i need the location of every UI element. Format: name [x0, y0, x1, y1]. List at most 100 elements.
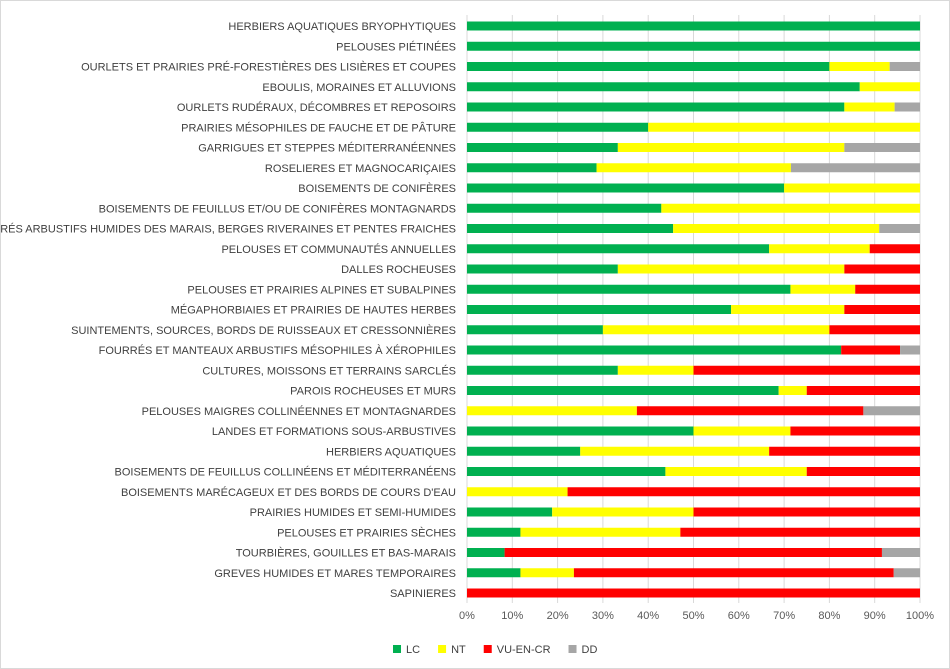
category-label: PELOUSES PIÉTINÉES — [336, 40, 456, 53]
legend-swatch — [438, 645, 447, 653]
x-tick-label: 10% — [501, 610, 523, 622]
bar-segment-nt — [467, 487, 568, 497]
x-tick-label: 80% — [818, 610, 840, 622]
bar-segment-dd — [844, 143, 920, 152]
bar-segment-lc — [467, 507, 553, 517]
category-label: PELOUSES ET PRAIRIES SÈCHES — [277, 526, 456, 539]
x-tick-label: 20% — [547, 610, 569, 622]
category-label: GREVES HUMIDES ET MARES TEMPORAIRES — [214, 568, 456, 580]
category-labels: HERBIERS AQUATIQUES BRYOPHYTIQUES PELOUSE… — [1, 21, 456, 600]
bar-segment-lc — [467, 224, 674, 233]
category-label: TOURBIÈRES, GOUILLES ET BAS-MARAIS — [236, 547, 456, 560]
bar-segment-lc — [467, 446, 581, 456]
bar-segment-dd — [889, 62, 920, 71]
legend-label: DD — [582, 644, 598, 656]
bar-segment-vu-en-cr — [573, 568, 894, 578]
x-tick-label: 30% — [592, 610, 614, 622]
category-label: BOISEMENTS DE FEUILLUS ET/OU DE CONIFÈRE… — [99, 202, 456, 215]
bar-segment-dd — [893, 568, 920, 578]
bar-segment-nt — [790, 284, 856, 294]
bar-segment-lc — [467, 426, 694, 436]
bar-segment-dd — [900, 345, 920, 355]
category-label: FOURRÉS ET MANTEAUX ARBUSTIFS MÉSOPHILES… — [99, 344, 456, 357]
bar-segment-nt — [661, 203, 920, 213]
bar-segment-lc — [467, 527, 521, 537]
bar-segment-vu-en-cr — [567, 487, 920, 497]
bar-segment-lc — [467, 548, 505, 557]
bar-segment-vu-en-cr — [844, 264, 920, 274]
x-tick-label: 50% — [682, 610, 704, 622]
x-tick-label: 70% — [773, 610, 795, 622]
legend-swatch — [568, 645, 577, 653]
bar-segment-nt — [731, 305, 845, 314]
bar-segment-vu-en-cr — [806, 467, 920, 476]
x-tick-label: 0% — [459, 610, 475, 622]
bar-segment-vu-en-cr — [806, 386, 920, 395]
bar-segment-vu-en-cr — [680, 527, 920, 537]
bar-segment-vu-en-cr — [693, 365, 920, 375]
bar-segment-dd — [879, 224, 920, 233]
bar-segment-nt — [693, 426, 791, 436]
bar-segment-nt — [580, 446, 770, 456]
category-label: HERBIERS AQUATIQUES BRYOPHYTIQUES — [228, 21, 456, 33]
bar-segment-lc — [467, 102, 845, 112]
category-label: PELOUSES MAIGRES COLLINÉENNES ET MONTAGN… — [142, 405, 456, 418]
bar-segment-lc — [467, 244, 770, 254]
bar-segment-dd — [863, 406, 920, 416]
bar-segment-lc — [467, 21, 920, 31]
bar-segment-dd — [790, 163, 920, 173]
bar-segment-nt — [617, 365, 694, 375]
bar-segment-lc — [467, 203, 662, 213]
bar-segment-lc — [467, 305, 732, 314]
category-label: PAROIS ROCHEUSES ET MURS — [290, 386, 456, 398]
bar-segment-nt — [596, 163, 791, 173]
bar-segment-nt — [617, 143, 845, 152]
category-label: PRAIRIES HUMIDES ET SEMI-HUMIDES — [250, 507, 456, 519]
legend-label: LC — [406, 644, 420, 656]
x-tick-label: 100% — [906, 610, 934, 622]
bar-segment-lc — [467, 82, 860, 92]
category-label: SUINTEMENTS, SOURCES, BORDS DE RUISSEAUX… — [71, 324, 456, 337]
bar-segment-nt — [520, 527, 681, 537]
bar-segment-nt — [829, 62, 890, 71]
bar-segment-nt — [552, 507, 694, 517]
legend: LC NT VU-EN-CR DD — [393, 644, 597, 656]
bar-segment-vu-en-cr — [841, 345, 901, 355]
bar-segment-lc — [467, 122, 649, 132]
category-label: OURLETS ET PRAIRIES PRÉ-FORESTIÈRES DES … — [81, 61, 456, 74]
bars — [467, 21, 920, 598]
category-label: MÉGAPHORBIAIES ET PRAIRIES DE HAUTES HER… — [171, 304, 456, 317]
category-label: ROSELIERES ET MAGNOCARIÇAIES — [265, 163, 456, 175]
bar-segment-vu-en-cr — [869, 244, 920, 254]
bar-segment-nt — [665, 467, 807, 476]
bar-segment-vu-en-cr — [790, 426, 920, 436]
legend-swatch — [393, 645, 401, 653]
bar-segment-vu-en-cr — [844, 305, 920, 314]
bar-segment-lc — [467, 41, 920, 51]
category-label: BOISEMENTS MARÉCAGEUX ET DES BORDS DE CO… — [121, 486, 456, 499]
bar-segment-lc — [467, 365, 618, 375]
bar-segment-lc — [467, 62, 830, 71]
bar-segment-vu-en-cr — [693, 507, 920, 517]
bar-segment-vu-en-cr — [636, 406, 864, 416]
bar-segment-nt — [467, 406, 637, 416]
category-label: OURLETS RUDÉRAUX, DÉCOMBRES ET REPOSOIRS — [177, 101, 456, 114]
category-label: PELOUSES ET PRAIRIES ALPINES ET SUBALPIN… — [187, 284, 456, 296]
legend-swatch — [483, 645, 492, 653]
bar-segment-lc — [467, 467, 666, 476]
bar-segment-vu-en-cr — [829, 325, 920, 335]
bar-segment-nt — [778, 386, 807, 395]
bar-segment-lc — [467, 284, 791, 294]
category-label: CULTURES, MOISSONS ET TERRAINS SARCLÉS — [202, 364, 456, 377]
x-tick-label: 60% — [728, 610, 750, 622]
x-tick-label: 40% — [637, 610, 659, 622]
x-tick-label: 90% — [864, 610, 886, 622]
bar-segment-nt — [617, 264, 845, 274]
bar-segment-lc — [467, 568, 521, 578]
bar-segment-nt — [673, 224, 880, 233]
bar-segment-lc — [467, 163, 597, 173]
legend-label: NT — [451, 644, 466, 656]
category-label: DALLES ROCHEUSES — [341, 264, 456, 276]
category-label: SAPINIERES — [390, 588, 456, 600]
